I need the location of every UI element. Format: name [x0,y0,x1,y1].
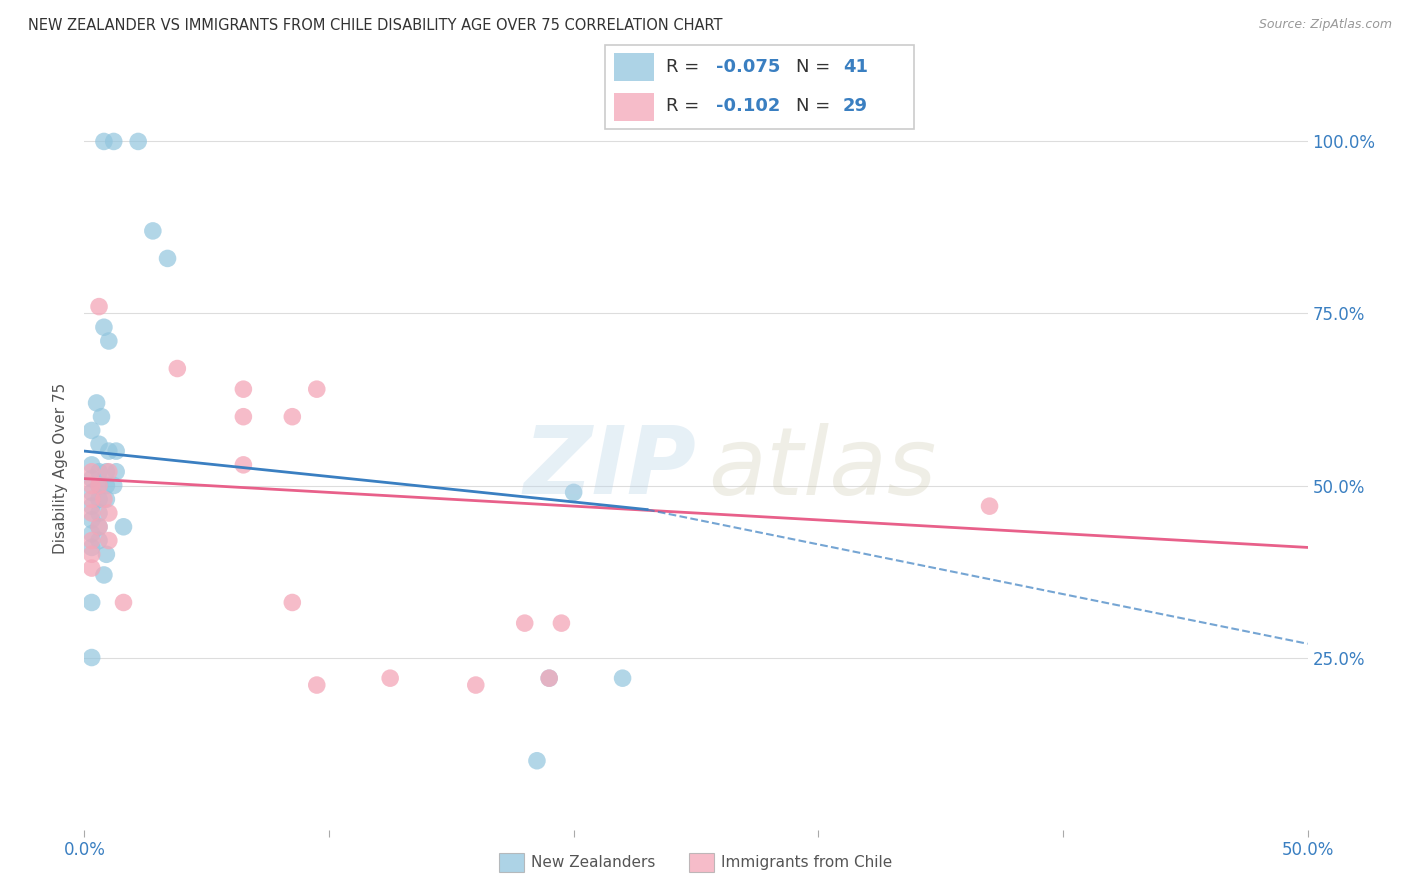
Point [90,409,112,424]
Point [86,396,108,410]
Point [305,382,328,396]
Text: R =: R = [666,59,706,77]
FancyBboxPatch shape [614,93,654,120]
FancyBboxPatch shape [605,45,914,129]
Text: 41: 41 [842,59,868,77]
Text: NEW ZEALANDER VS IMMIGRANTS FROM CHILE DISABILITY AGE OVER 75 CORRELATION CHART: NEW ZEALANDER VS IMMIGRANTS FROM CHILE D… [28,18,723,33]
Point [97,334,120,348]
Point [97,506,120,520]
Point [232,409,254,424]
Point [80,595,103,609]
Point [166,361,188,376]
Point [550,616,572,631]
Point [103,478,125,492]
Point [979,499,1001,513]
Point [96,492,118,507]
Point [93,320,115,334]
Y-axis label: Disability Age Over 75: Disability Age Over 75 [53,383,69,554]
Point [103,135,125,149]
Point [281,409,304,424]
Text: N =: N = [796,59,837,77]
Point [80,465,103,479]
Point [80,458,103,472]
Point [97,465,120,479]
Point [87,506,110,520]
Point [87,520,110,534]
Text: -0.102: -0.102 [716,97,780,115]
Point [80,547,103,561]
Point [80,513,103,527]
Point [80,533,103,548]
Point [513,616,536,631]
Point [80,485,103,500]
Point [112,520,135,534]
Point [127,135,149,149]
Point [105,444,128,458]
Point [96,547,118,561]
Text: ZIP: ZIP [523,422,696,515]
Text: New Zealanders: New Zealanders [531,855,655,870]
Point [380,671,402,685]
Point [80,492,103,507]
Text: N =: N = [796,97,837,115]
Point [538,671,561,685]
Point [87,492,110,507]
Point [80,499,103,513]
Point [96,478,118,492]
Point [93,492,115,507]
Point [97,444,120,458]
Point [87,437,110,451]
Point [80,506,103,520]
Point [87,520,110,534]
Point [96,465,118,479]
Point [464,678,486,692]
Point [538,671,561,685]
Text: Source: ZipAtlas.com: Source: ZipAtlas.com [1258,18,1392,31]
Point [232,458,254,472]
Point [112,595,135,609]
Text: -0.075: -0.075 [716,59,780,77]
Point [142,224,165,238]
Point [87,478,110,492]
Text: Immigrants from Chile: Immigrants from Chile [721,855,893,870]
Point [87,465,110,479]
Point [80,561,103,575]
Point [562,485,585,500]
Text: R =: R = [666,97,706,115]
Point [232,382,254,396]
Point [612,671,634,685]
Point [156,252,179,266]
Text: 29: 29 [842,97,868,115]
Text: atlas: atlas [709,423,936,514]
Point [281,595,304,609]
Point [87,478,110,492]
Point [80,541,103,555]
Point [80,478,103,492]
Point [105,465,128,479]
Point [80,650,103,665]
Point [80,424,103,438]
Point [87,533,110,548]
Point [87,300,110,314]
Point [80,526,103,541]
Point [97,533,120,548]
Point [93,135,115,149]
Point [526,754,548,768]
Point [93,568,115,582]
Point [305,678,328,692]
Point [80,472,103,486]
FancyBboxPatch shape [614,54,654,81]
